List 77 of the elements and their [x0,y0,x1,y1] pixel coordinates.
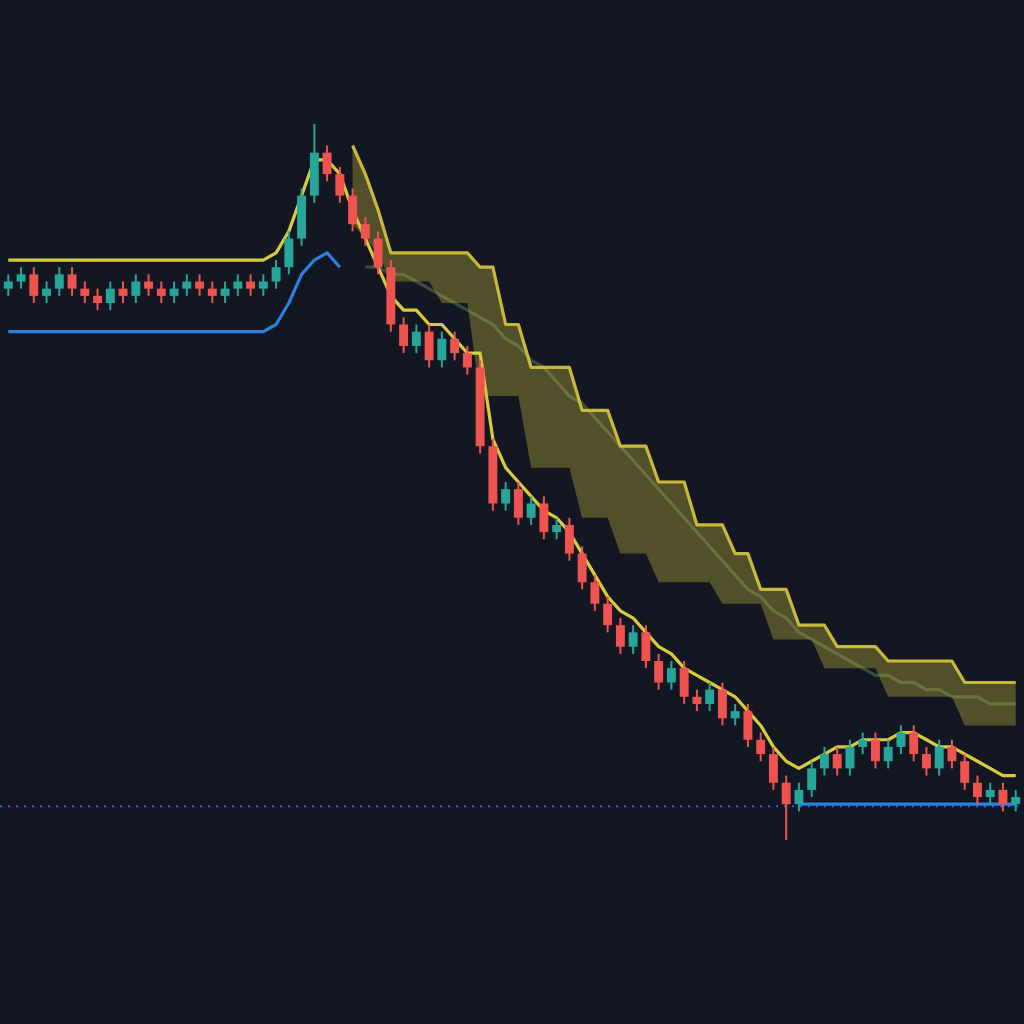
candlestick [909,724,919,763]
candlestick [246,273,256,297]
candlestick [577,545,587,591]
candlestick [207,280,217,304]
candlestick [666,660,676,691]
candlestick [373,230,383,276]
candlestick [845,738,855,777]
candlestick [144,273,154,297]
candlestick [679,660,689,705]
candlestick [156,280,166,304]
candlestick [258,273,268,297]
candlestick [743,702,753,748]
candlestick [169,280,179,304]
candlestick [692,688,702,713]
candlestick [80,280,90,304]
candlestick [934,738,944,777]
candlestick [3,273,13,297]
candlestick [195,273,205,297]
candlestick [781,774,791,841]
candlestick [526,495,536,526]
candlestick [883,738,893,770]
candlestick [564,516,574,562]
candlestick [756,731,766,763]
candlestick [896,724,906,756]
candlestick [131,273,141,304]
candlestick [93,287,103,312]
candlestick [603,595,613,634]
candlestick [947,738,957,770]
candlestick [220,280,230,304]
candlestick [16,266,26,290]
candlestick [42,280,52,304]
candlestick [832,745,842,777]
candlestick [539,495,549,541]
candlestick [768,745,778,791]
candlestick [985,781,995,806]
candlestick [641,624,651,670]
candlestick [118,280,128,304]
candlestick [590,574,600,612]
candlestick [309,123,319,204]
candlestick [705,681,715,713]
candlestick [182,273,192,297]
candlestick [615,617,625,655]
candlestick [411,323,421,355]
candlestick [960,753,970,791]
candlestick [437,330,447,369]
candlestick [284,230,294,276]
candlestick [858,731,868,756]
candlestick [233,273,243,297]
candlestick [998,781,1008,813]
candlestick [654,652,664,691]
candlestick [335,165,345,204]
candlestick [29,266,39,304]
candlestick [972,774,982,806]
candlestick [819,745,829,777]
candlestick [807,760,817,799]
candlestick [424,323,434,369]
candlestick [322,144,332,183]
candlestick [552,516,562,541]
candlestick [348,187,358,233]
candlestick [628,624,638,655]
candlestick [54,266,64,297]
candlestick [462,344,472,376]
candlestick [105,280,115,312]
candlestick [717,681,727,727]
candlestick [870,731,880,770]
candlestick [1011,788,1021,813]
candlestick [921,745,931,777]
candlestick [360,216,370,247]
candlestick [513,481,523,526]
candlestick [297,187,307,247]
candlestick [399,316,409,355]
candlestick [501,481,511,512]
candlestick [794,781,804,813]
candlestick [67,266,77,297]
candlestick [271,259,281,290]
candlestick [730,702,740,727]
candlestick [450,330,460,362]
